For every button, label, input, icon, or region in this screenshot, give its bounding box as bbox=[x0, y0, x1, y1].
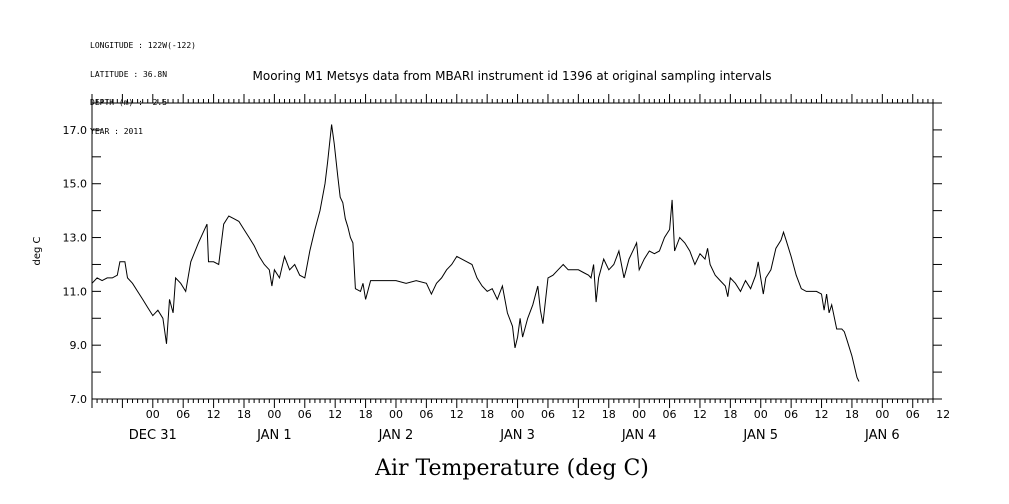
x-tick-label: 00 bbox=[875, 408, 889, 421]
x-tick-label: 06 bbox=[176, 408, 190, 421]
y-tick-label: 13.0 bbox=[63, 232, 88, 245]
day-labels: DEC 31 JAN 1 JAN 2 JAN 3 JAN 4 JAN 5 JAN 6 bbox=[129, 428, 900, 443]
meta-longitude: LONGITUDE : 122W(-122) bbox=[90, 41, 196, 50]
y-tick-labels: 7.0 9.0 11.0 13.0 15.0 17.0 bbox=[63, 124, 88, 406]
day-label: JAN 2 bbox=[378, 428, 414, 443]
x-tick-label: 12 bbox=[936, 408, 950, 421]
x-tick-label: 18 bbox=[480, 408, 494, 421]
x-tick-label: 18 bbox=[237, 408, 251, 421]
x-tick-labels: 00 06 12 18 00 06 12 18 00 06 12 18 00 06 12 18 00 06 12 18… bbox=[146, 408, 950, 421]
x-tick-label: 00 bbox=[511, 408, 525, 421]
x-tick-label: 00 bbox=[389, 408, 403, 421]
x-tick-label: 06 bbox=[419, 408, 433, 421]
x-tick-label: 00 bbox=[267, 408, 281, 421]
x-tick-label: 18 bbox=[602, 408, 616, 421]
x-axis-label: Air Temperature (deg C) bbox=[374, 456, 649, 481]
day-label: DEC 31 bbox=[129, 428, 177, 443]
y-axis-label: deg C bbox=[32, 236, 43, 265]
x-tick-label: 12 bbox=[207, 408, 221, 421]
plot-frame bbox=[91, 102, 934, 400]
chart-title: Mooring M1 Metsys data from MBARI instru… bbox=[253, 69, 772, 83]
x-tick-label: 06 bbox=[298, 408, 312, 421]
x-tick-label: 18 bbox=[723, 408, 737, 421]
day-label: JAN 5 bbox=[742, 428, 778, 443]
day-label: JAN 3 bbox=[499, 428, 535, 443]
axis-ticks bbox=[91, 94, 942, 408]
x-tick-label: 18 bbox=[845, 408, 859, 421]
x-tick-label: 12 bbox=[815, 408, 829, 421]
x-tick-label: 12 bbox=[450, 408, 464, 421]
day-label: JAN 1 bbox=[256, 428, 292, 443]
meta-latitude: LATITUDE : 36.8N bbox=[90, 69, 168, 79]
y-tick-label: 7.0 bbox=[70, 393, 88, 406]
x-tick-label: 12 bbox=[571, 408, 585, 421]
meta-year: YEAR : 2011 bbox=[90, 126, 143, 136]
y-tick-label: 11.0 bbox=[63, 285, 88, 298]
x-tick-label: 12 bbox=[693, 408, 707, 421]
x-tick-label: 00 bbox=[632, 408, 646, 421]
y-tick-label: 9.0 bbox=[70, 339, 88, 352]
x-tick-label: 06 bbox=[663, 408, 677, 421]
x-tick-label: 00 bbox=[146, 408, 160, 421]
day-label: JAN 4 bbox=[621, 428, 657, 443]
x-tick-label: 12 bbox=[328, 408, 342, 421]
day-label: JAN 6 bbox=[864, 428, 900, 443]
x-tick-label: 06 bbox=[541, 408, 555, 421]
y-tick-label: 17.0 bbox=[63, 124, 88, 137]
x-tick-label: 06 bbox=[906, 408, 920, 421]
x-tick-label: 06 bbox=[784, 408, 798, 421]
temperature-series-line bbox=[91, 124, 860, 382]
x-tick-label: 00 bbox=[754, 408, 768, 421]
x-tick-label: 18 bbox=[359, 408, 373, 421]
y-tick-label: 15.0 bbox=[63, 178, 88, 191]
